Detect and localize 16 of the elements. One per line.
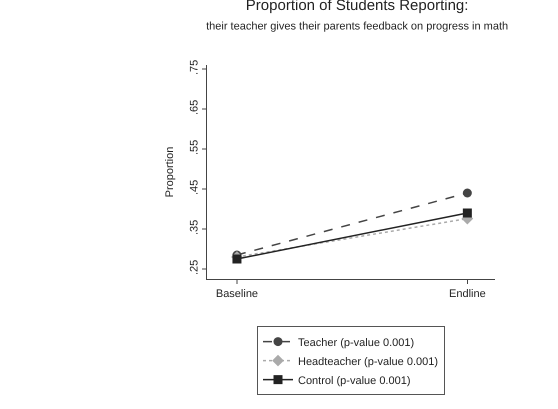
- chart-subtitle: their teacher gives their parents feedback on progress in math: [206, 20, 508, 33]
- y-tick-label: .25: [188, 260, 201, 275]
- y-tick-label: .55: [188, 140, 201, 155]
- legend-label: Headteacher (p-value 0.001): [298, 356, 438, 368]
- point: [232, 254, 242, 264]
- point: [462, 208, 472, 218]
- y-axis-title: Proportion: [164, 146, 176, 198]
- y-tick-label: .65: [188, 100, 201, 115]
- x-tick-label: Endline: [449, 288, 486, 300]
- x-tick-label: Baseline: [216, 288, 258, 300]
- y-tick-label: .45: [188, 180, 201, 195]
- legend-label: Teacher (p-value 0.001): [298, 336, 414, 349]
- point: [462, 188, 472, 198]
- legend-label: Control (p-value 0.001): [298, 374, 411, 387]
- y-tick-label: .35: [188, 220, 201, 235]
- y-tick-label: .75: [188, 60, 201, 75]
